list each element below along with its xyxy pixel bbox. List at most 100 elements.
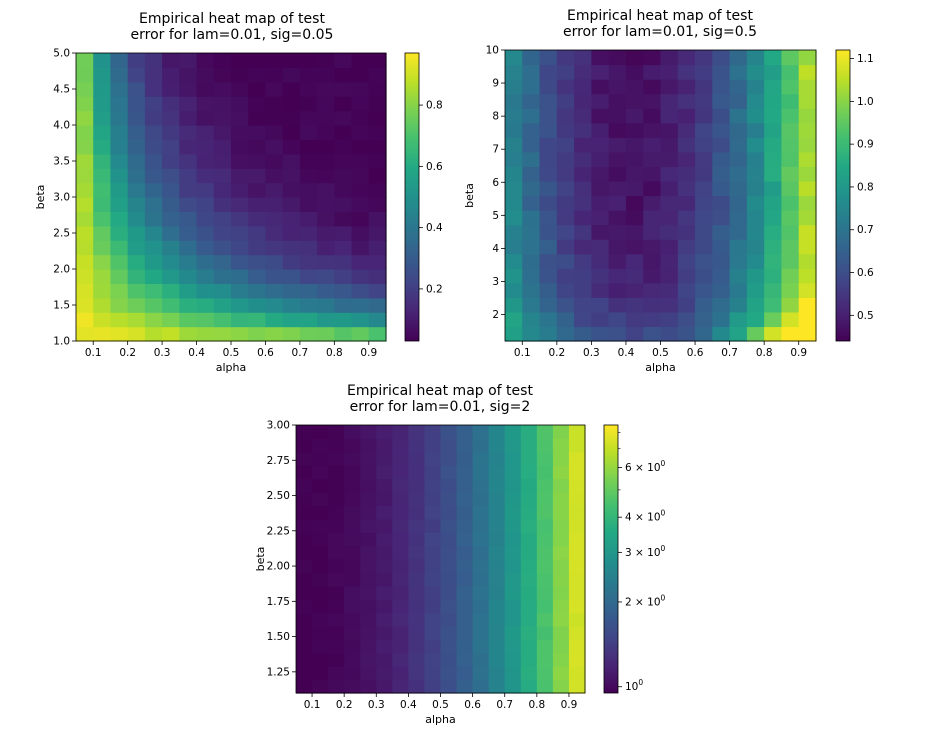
heatmap-cell: [574, 326, 592, 342]
heatmap-cell: [93, 254, 112, 270]
heatmap-cell: [677, 93, 696, 109]
heatmap-cell: [344, 532, 361, 547]
heatmap-cell: [568, 572, 586, 587]
heatmap-cell: [162, 283, 180, 299]
heatmap-cell: [552, 679, 570, 694]
heatmap-cell: [574, 311, 592, 328]
heatmap-cell: [299, 153, 318, 169]
heatmap-cell: [522, 79, 541, 95]
heatmap-cell: [328, 492, 345, 506]
heatmap-cell: [376, 679, 393, 694]
heatmap-cell: [392, 559, 409, 573]
heatmap-cell: [344, 599, 361, 614]
heatmap-cell: [625, 297, 644, 313]
heatmap-cell: [312, 518, 329, 533]
heatmap-cell: [608, 195, 627, 211]
heatmap-cell: [643, 268, 662, 284]
heatmap-cell: [591, 297, 610, 313]
heatmap-cell: [608, 311, 627, 328]
heatmap-cell: [265, 96, 284, 112]
colorbar: [603, 424, 619, 694]
heatmap-cell: [522, 93, 541, 109]
heatmap-cell: [265, 153, 284, 169]
x-tick-label: 0.3: [154, 347, 171, 359]
heatmap-cell: [568, 585, 586, 600]
heatmap-cell: [376, 626, 393, 640]
y-tick-label: 10: [486, 45, 499, 57]
heatmap-cell: [196, 297, 215, 313]
heatmap-cell: [488, 505, 506, 520]
heatmap-cell: [424, 451, 442, 466]
heatmap-cell: [282, 283, 301, 299]
heatmap-cell: [344, 438, 361, 453]
heatmap-cell: [376, 465, 393, 480]
heatmap-cell: [472, 451, 490, 466]
heatmap-cell: [781, 224, 800, 240]
heatmap-cell: [408, 652, 426, 667]
heatmap-cell: [231, 254, 249, 270]
heatmap-cell: [746, 50, 765, 66]
heatmap-cell: [660, 210, 679, 226]
heatmap-cell: [574, 210, 592, 226]
heatmap-cell: [522, 326, 541, 342]
heatmap-cell: [440, 465, 458, 480]
heatmap-cell: [213, 67, 232, 83]
heatmap-cell: [591, 64, 610, 80]
heatmap-cell: [746, 180, 765, 197]
heatmap-cell: [265, 53, 284, 68]
heatmap-cell: [677, 282, 696, 298]
x-tick-label: 0.8: [756, 347, 773, 359]
heatmap-cell: [643, 282, 662, 298]
y-tick-label: 2.5: [53, 228, 70, 240]
heatmap-cell: [231, 125, 249, 140]
heatmap-cell: [539, 79, 558, 95]
heatmap-cell: [574, 224, 592, 240]
heatmap-cell: [110, 283, 129, 299]
heatmap-cell: [196, 139, 215, 155]
heatmap-cell: [695, 311, 713, 328]
heatmap-cell: [179, 211, 198, 227]
heatmap-cell: [282, 53, 301, 68]
heatmap-cell: [695, 122, 713, 138]
heatmap-cell: [179, 67, 198, 83]
heatmap-cell: [265, 269, 284, 284]
heatmap-cell: [608, 268, 627, 284]
heatmap-cell: [408, 518, 426, 533]
heatmap-cell: [392, 639, 409, 654]
heatmap-cell: [520, 666, 538, 681]
heatmap-cell: [712, 50, 731, 66]
heatmap-cell: [424, 425, 442, 439]
heatmap-cell: [317, 96, 335, 112]
heatmap-cell: [296, 425, 313, 439]
heatmap-cell: [76, 139, 94, 155]
heatmap-cell: [536, 438, 554, 453]
heatmap-cell: [608, 122, 627, 138]
heatmap-cell: [299, 297, 318, 313]
heatmap-cell: [746, 239, 765, 255]
heatmap-cell: [344, 639, 361, 654]
heatmap-cell: [520, 451, 538, 466]
heatmap-cell: [520, 545, 538, 560]
heatmap-cell: [643, 137, 662, 153]
heatmap-cell: [504, 505, 522, 520]
heatmap-cell: [712, 239, 731, 255]
heatmap-cell: [144, 96, 163, 112]
heatmap-cell: [127, 269, 146, 284]
x-tick-label: 0.9: [360, 347, 377, 359]
heatmap-cell: [504, 559, 522, 573]
heatmap-cell: [574, 239, 592, 255]
heatmap-cell: [76, 125, 94, 140]
heatmap-cell: [568, 626, 586, 640]
heatmap-cell: [798, 311, 817, 328]
heatmap-cell: [552, 652, 570, 667]
heatmap-cell: [522, 180, 541, 197]
heatmap-cell: [608, 297, 627, 313]
heatmap-cell: [424, 679, 442, 694]
heatmap-cell: [591, 50, 610, 66]
heatmap-cell: [76, 240, 94, 256]
heatmap-cell: [408, 679, 426, 694]
heatmap-cell: [574, 122, 592, 138]
heatmap-cell: [265, 67, 284, 83]
heatmap-cell: [488, 626, 506, 640]
heatmap-cell: [552, 465, 570, 480]
